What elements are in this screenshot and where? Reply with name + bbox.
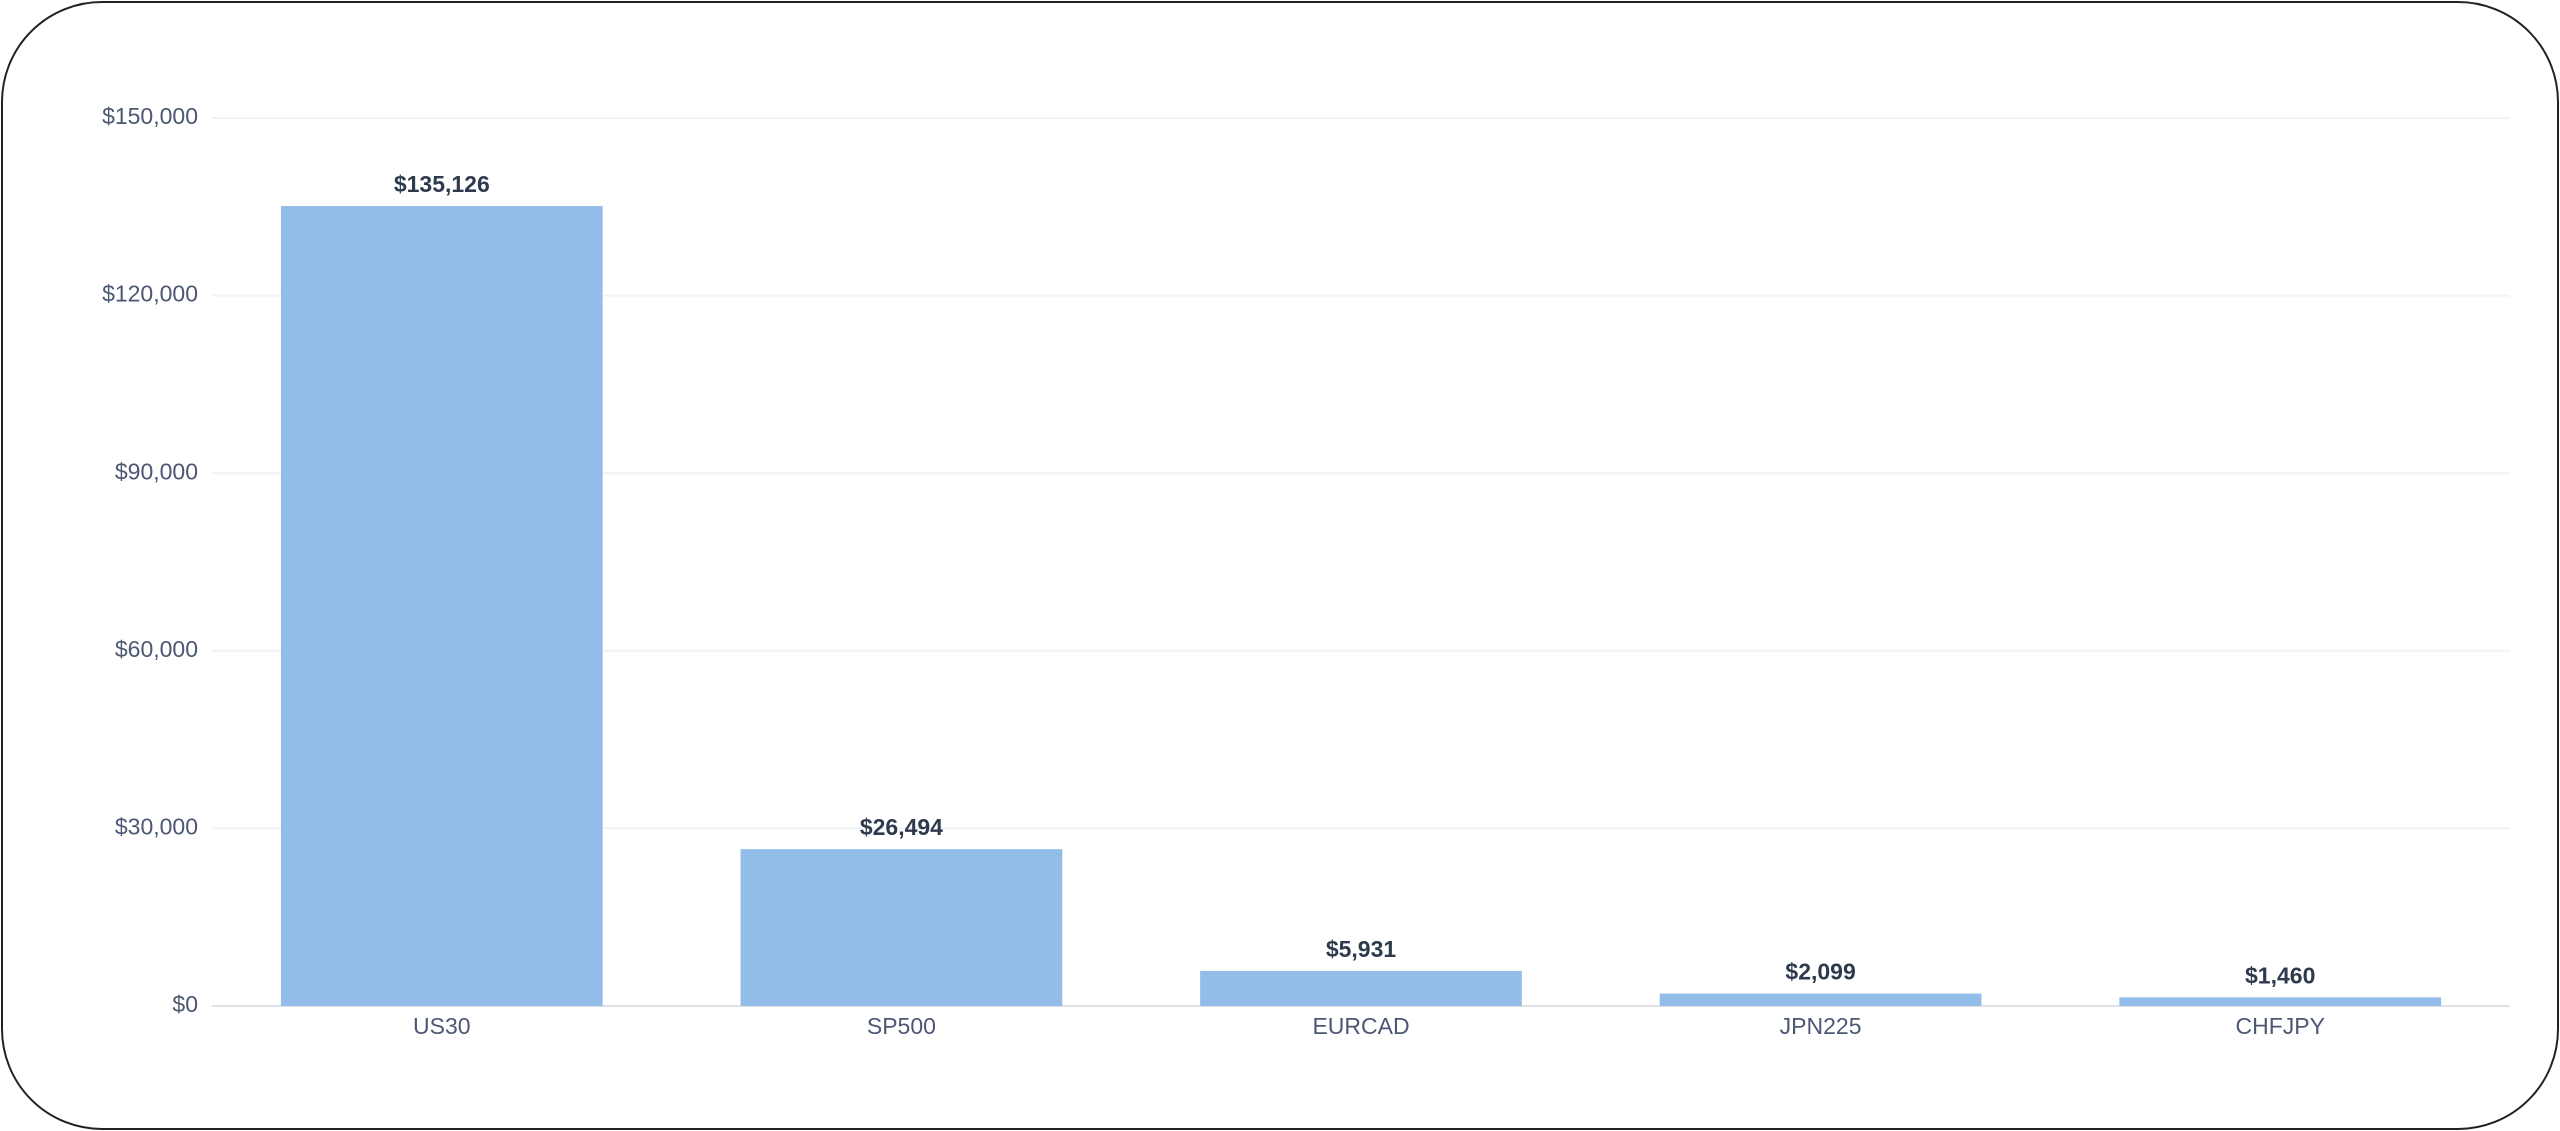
y-tick-label: $120,000 — [102, 281, 198, 307]
bar — [1200, 970, 1522, 1006]
y-tick-label: $30,000 — [115, 813, 198, 839]
y-tick-label: $90,000 — [115, 458, 198, 484]
x-tick-label: EURCAD — [1312, 1013, 1409, 1039]
y-tick-label: $60,000 — [115, 636, 198, 662]
bar — [280, 206, 603, 1006]
value-label: $2,099 — [1785, 959, 1855, 985]
y-tick-label: $0 — [172, 991, 198, 1017]
value-label: $135,126 — [394, 171, 490, 197]
y-tick-label: $150,000 — [102, 103, 198, 129]
bar — [740, 849, 1063, 1006]
bar — [1659, 993, 1982, 1006]
value-label: $1,460 — [2245, 962, 2315, 988]
x-tick-label: US30 — [413, 1013, 471, 1039]
value-label: $26,494 — [860, 814, 943, 840]
x-tick-label: SP500 — [867, 1013, 936, 1039]
x-tick-label: JPN225 — [1780, 1013, 1862, 1039]
value-label: $5,931 — [1326, 936, 1397, 962]
bar — [2119, 997, 2442, 1006]
x-tick-label: CHFJPY — [2235, 1013, 2324, 1039]
